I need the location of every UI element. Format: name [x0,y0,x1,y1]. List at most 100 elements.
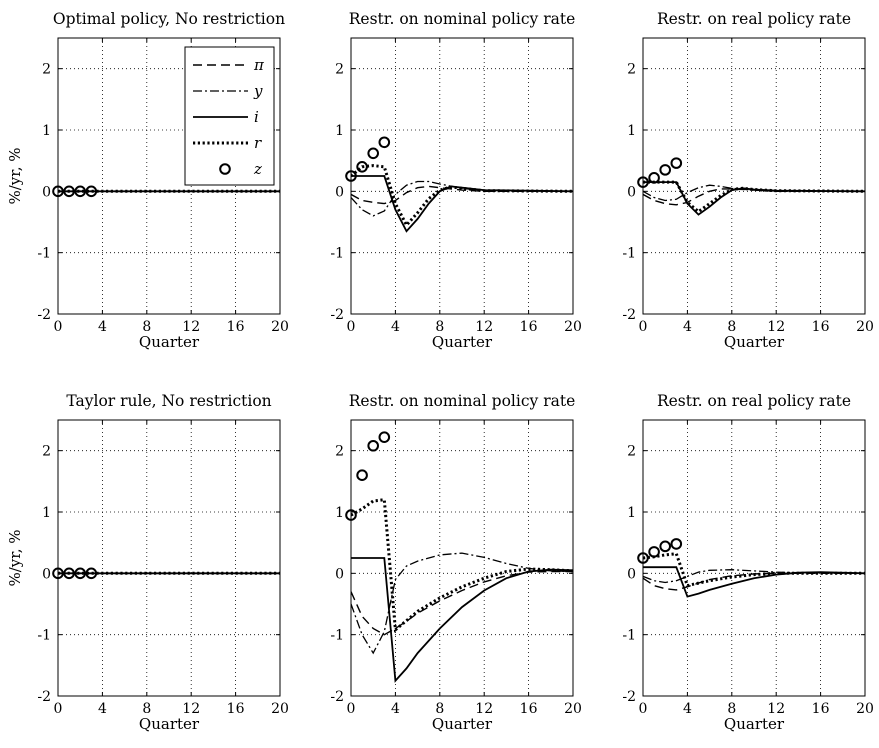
x-tick-label: 20 [564,319,582,335]
x-tick-label: 20 [564,701,582,717]
panel-title: Optimal policy, No restriction [53,10,285,28]
x-tick-label: 12 [767,319,785,335]
y-axis-label: %/yr, % [6,529,24,586]
panel-title: Restr. on nominal policy rate [349,10,576,28]
x-tick-label: 20 [856,701,874,717]
legend-label-y: y [253,82,263,100]
series-z-point [378,431,391,443]
y-tick-label: 1 [42,123,51,139]
x-tick-label: 8 [435,701,444,717]
y-tick-label: -2 [330,307,344,323]
y-tick-label: 1 [42,505,51,521]
x-axis-label: Quarter [432,333,493,351]
panel-title: Restr. on real policy rate [657,392,851,410]
y-tick-label: 0 [335,184,344,200]
series-z-point [52,567,64,580]
y-tick-label: 1 [335,123,344,139]
series-z-point [648,172,660,184]
series-z-point [85,185,98,198]
x-tick-label: 12 [767,701,785,717]
series-z-point [52,185,64,198]
series-z-point [378,136,391,149]
series-i-line [643,566,865,598]
y-tick-label: 2 [335,444,344,460]
series-i-line [351,557,573,683]
series-z-point [367,439,380,452]
panel-title: Restr. on real policy rate [657,10,851,28]
x-tick-label: 8 [142,701,151,717]
x-tick-label: 8 [727,701,736,717]
y-tick-label: 0 [627,566,636,582]
y-tick-label: 0 [627,184,636,200]
series-z-point [659,540,672,553]
y-tick-label: 1 [627,505,636,521]
x-axis-label: Quarter [432,715,493,733]
x-tick-label: 0 [639,701,648,717]
y-tick-label: -2 [622,307,636,323]
x-axis-label: Quarter [724,333,785,351]
x-tick-label: 16 [520,319,538,335]
y-tick-label: -1 [622,246,636,262]
y-tick-label: 0 [42,566,51,582]
x-tick-label: 4 [391,319,400,335]
y-axis-label: %/yr, % [6,147,24,204]
series-z-point [74,567,86,580]
x-tick-label: 8 [727,319,736,335]
y-tick-label: 2 [627,62,636,78]
x-tick-label: 4 [98,319,107,335]
series-z-point [356,161,368,173]
panel-title: Taylor rule, No restriction [66,392,271,410]
x-tick-label: 16 [812,701,830,717]
plot-frame [350,419,574,697]
plot-frame [350,37,574,315]
x-tick-label: 0 [347,701,356,717]
series-z-point [85,567,98,580]
y-tick-label: -2 [330,689,344,705]
x-tick-label: 12 [182,319,200,335]
legend-label-z: z [253,160,262,178]
y-tick-label: -1 [622,628,636,644]
legend-box [184,46,275,186]
series-pi-line [351,185,573,205]
x-tick-label: 12 [475,319,493,335]
series-z-point [670,538,683,550]
x-tick-label: 20 [271,701,289,717]
series-r-line [643,552,865,588]
x-tick-label: 20 [856,319,874,335]
y-tick-label: -1 [330,628,344,644]
series-i-line [643,181,865,216]
x-tick-label: 12 [182,701,200,717]
series-z-point [367,147,380,160]
y-tick-label: -2 [37,689,51,705]
legend-label-r: r [254,134,262,152]
x-axis-label: Quarter [139,715,200,733]
plot-frame [642,419,866,697]
series-i-line [351,175,573,233]
x-tick-label: 0 [54,701,63,717]
x-tick-label: 0 [347,319,356,335]
x-axis-label: Quarter [724,715,785,733]
y-tick-label: 2 [627,444,636,460]
legend-label-i: i [254,108,259,126]
x-tick-label: 16 [812,319,830,335]
x-tick-label: 12 [475,701,493,717]
series-z-point [63,185,75,198]
x-tick-label: 4 [683,701,692,717]
series-r-line [351,498,573,633]
y-tick-label: 1 [627,123,636,139]
series-z-point [63,567,75,580]
series-z-point [637,176,649,188]
y-tick-label: -1 [37,628,51,644]
y-tick-label: -1 [330,246,344,262]
x-tick-label: 4 [391,701,400,717]
series-z-point [648,546,660,558]
series-z-point [659,164,672,176]
series-z-point [670,157,683,169]
x-axis-label: Quarter [139,333,200,351]
